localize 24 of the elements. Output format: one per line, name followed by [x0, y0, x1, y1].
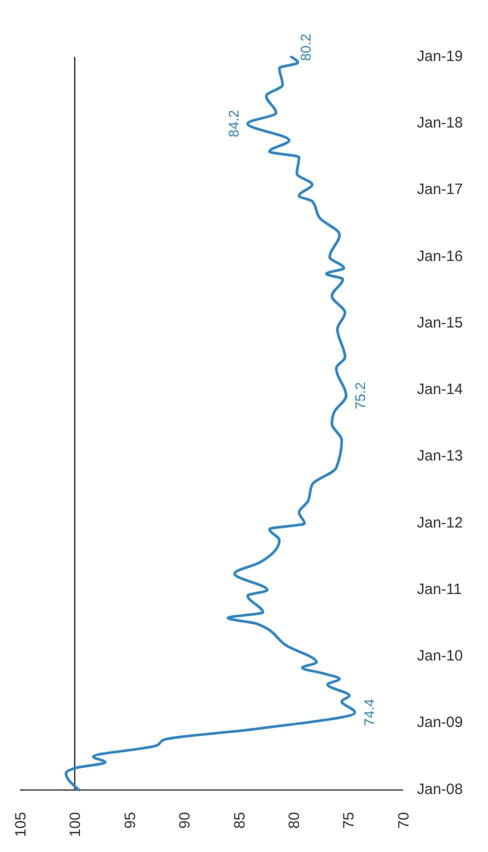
x-tick-label: 75 — [340, 812, 358, 829]
y-tick-label: Jan-10 — [417, 648, 463, 665]
y-tick-label: Jan-12 — [417, 514, 463, 532]
x-tick-label: 95 — [122, 812, 139, 829]
data-label: 80.2 — [297, 34, 314, 61]
y-tick-label: Jan-16 — [417, 248, 463, 265]
x-tick-label: 90 — [176, 812, 194, 829]
y-tick-label: Jan-14 — [417, 381, 463, 398]
data-label: 84.2 — [226, 110, 242, 138]
y-tick-label: Jan-11 — [417, 581, 462, 598]
x-tick-label: 105 — [12, 812, 30, 838]
y-tick-label: Jan-13 — [417, 448, 463, 465]
y-tick-label: Jan-17 — [417, 181, 463, 198]
y-tick-label: Jan-18 — [417, 114, 463, 132]
y-tick-label: Jan-08 — [417, 780, 463, 798]
x-tick-label: 100 — [67, 812, 84, 838]
y-tick-label: Jan-09 — [417, 714, 463, 732]
data-label: 75.2 — [352, 382, 368, 410]
y-tick-label: Jan-19 — [417, 48, 463, 65]
data-label: 74.4 — [360, 698, 377, 726]
x-tick-label: 80 — [286, 812, 303, 829]
x-tick-label: 70 — [395, 812, 412, 829]
x-tick-label: 85 — [231, 812, 248, 829]
y-tick-label: Jan-15 — [417, 314, 463, 332]
